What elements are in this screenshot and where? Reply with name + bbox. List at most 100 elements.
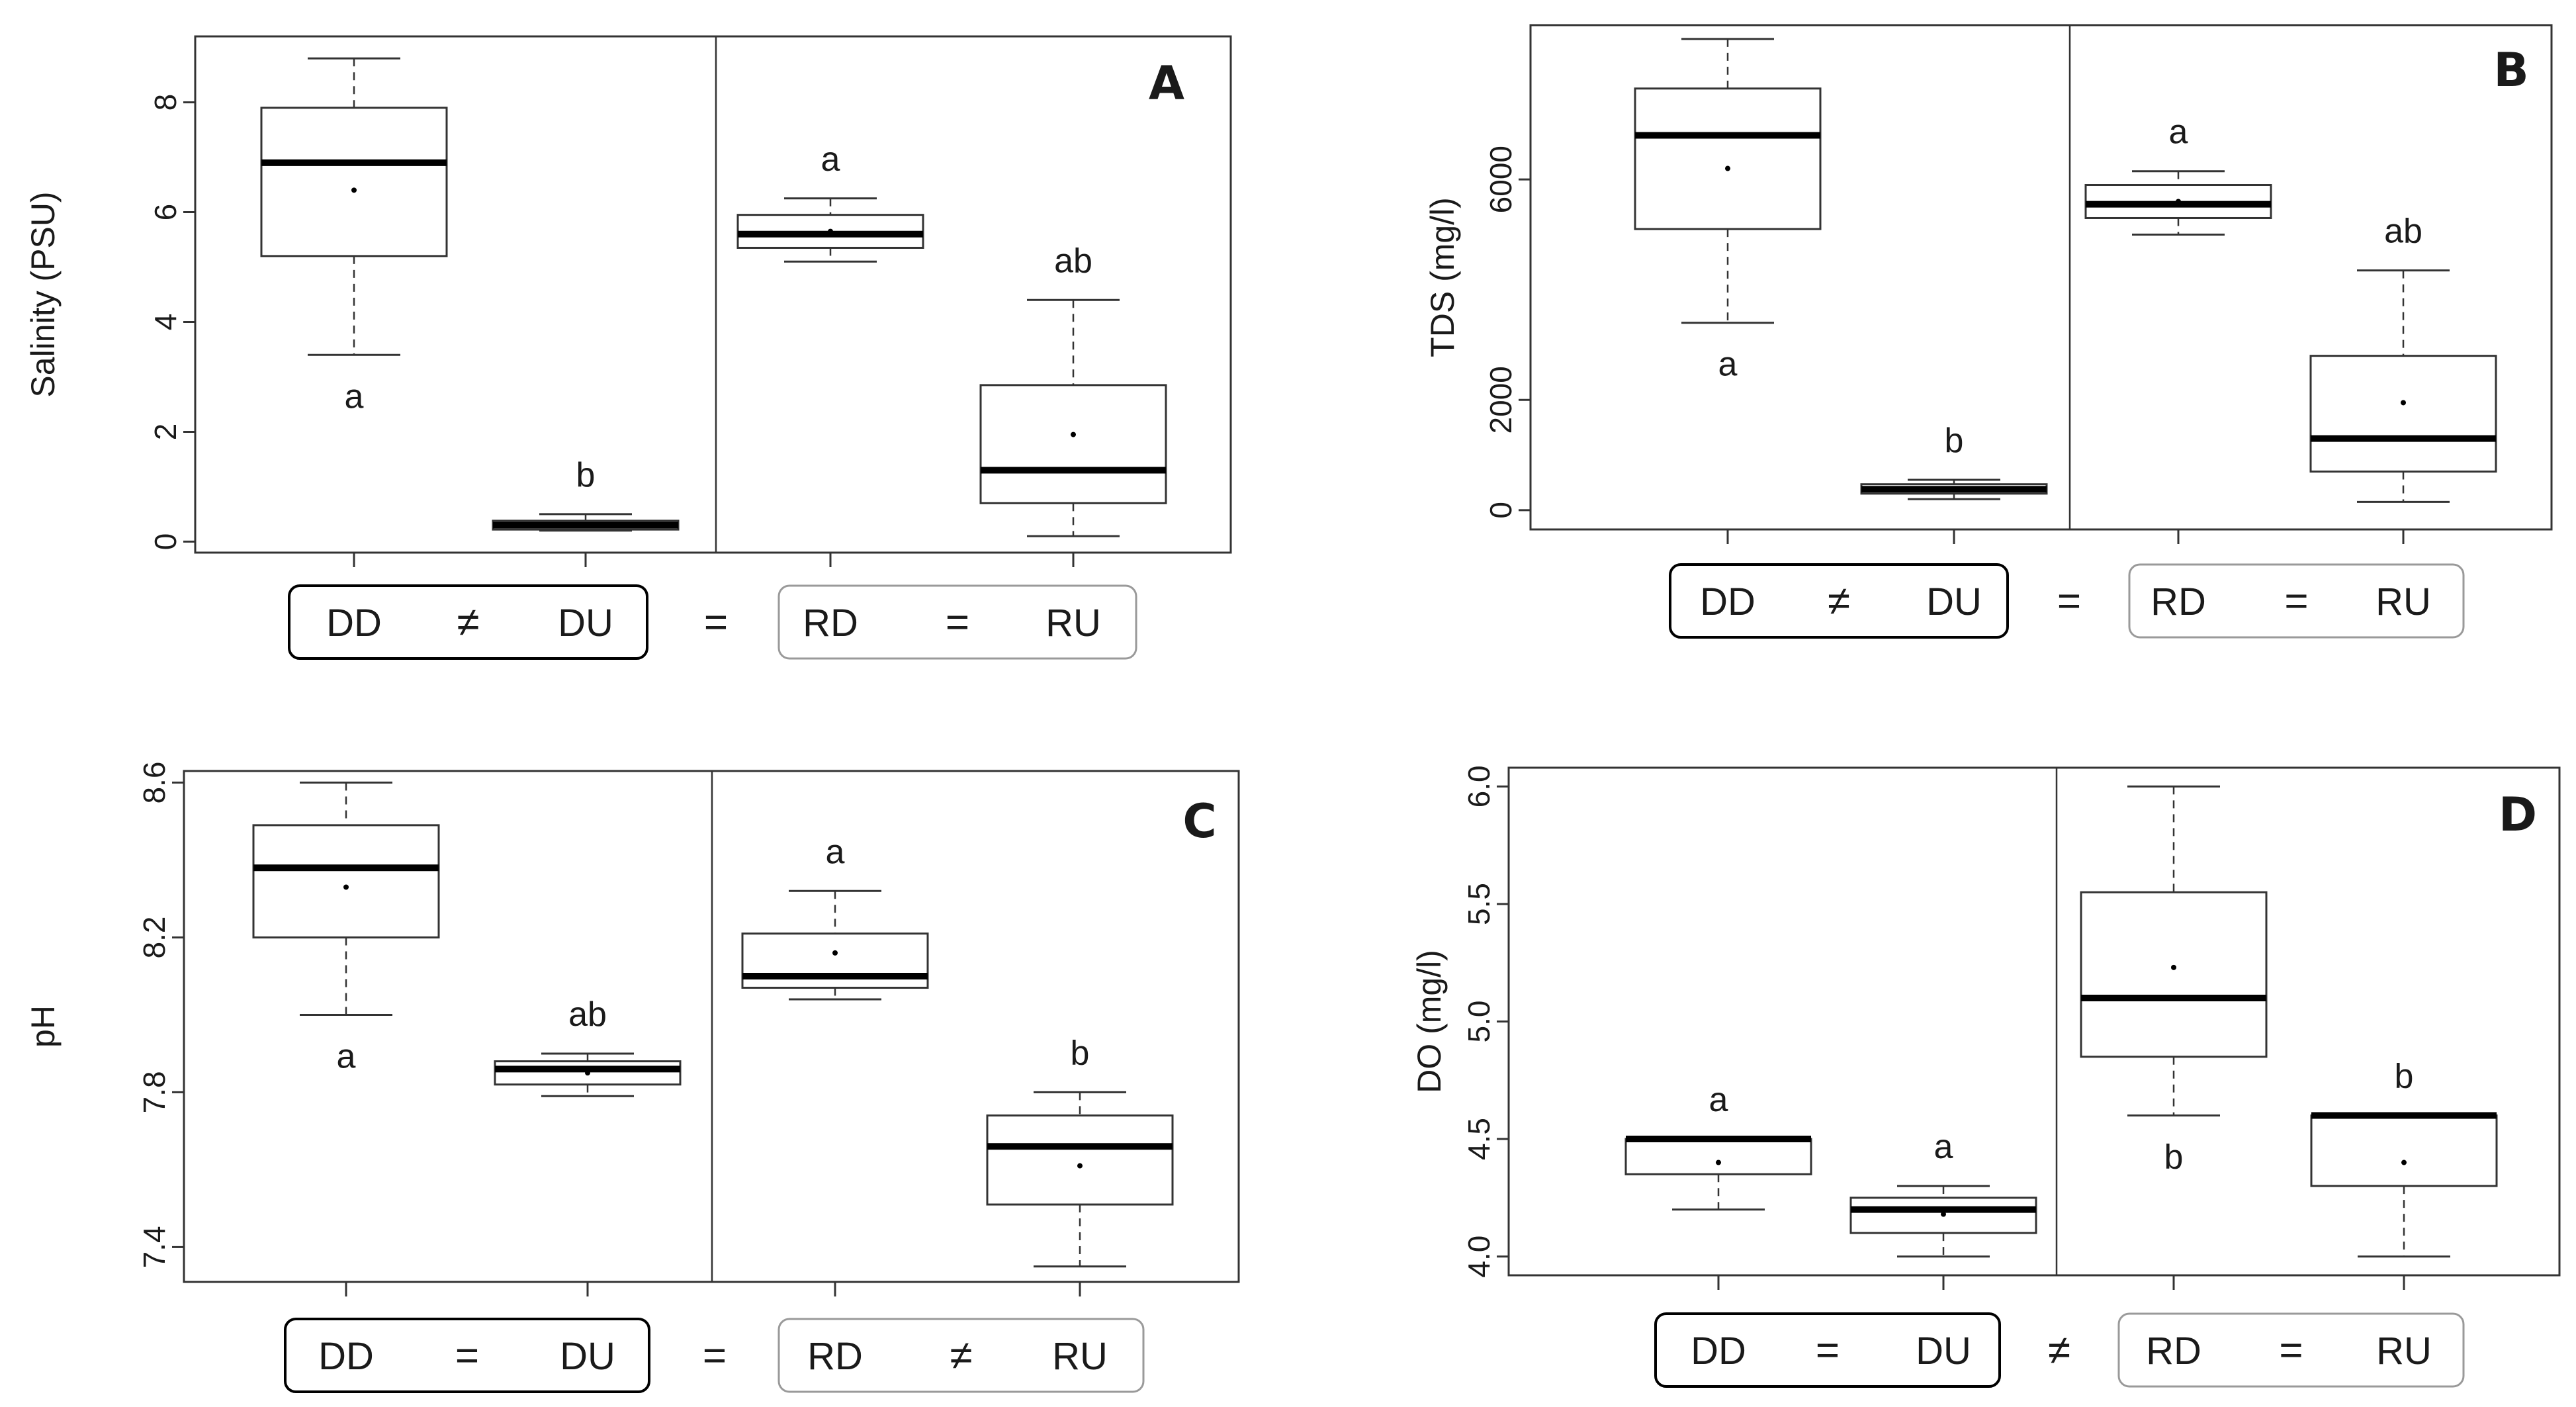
significance-letter: b [1945, 422, 1964, 460]
comparison-operator: = [2284, 578, 2308, 624]
comparison-row: DD = DU = RD ≠ RU [284, 1318, 1145, 1393]
comparison-operator: ≠ [2048, 1328, 2070, 1373]
significance-letter: b [1071, 1034, 1090, 1072]
panel-letter: A [1149, 56, 1184, 111]
comparison-group-label: DU [560, 1335, 615, 1378]
mean-dot [583, 522, 588, 528]
significance-letter: a [2169, 113, 2188, 152]
y-tick-label: 8 [148, 94, 183, 111]
box-rd: a [736, 140, 924, 567]
mean-dot [2401, 1159, 2407, 1165]
mean-dot [1077, 1163, 1083, 1169]
comparison-operator: ≠ [950, 1333, 972, 1379]
iqr-box [1624, 1138, 1812, 1175]
box-dd: a [252, 782, 440, 1296]
y-tick-label: 2 [148, 424, 183, 441]
iqr-box [2309, 355, 2497, 473]
comparison-group-label: DU [1926, 580, 1982, 623]
significance-letter: a [826, 833, 845, 871]
y-axis-label: pH [24, 1005, 62, 1048]
significance-letter: a [345, 377, 364, 416]
box-rd: b [2080, 785, 2268, 1290]
y-tick-label: 5.0 [1462, 1001, 1496, 1043]
mean-dot [828, 228, 833, 234]
significance-letter: a [821, 140, 840, 179]
panel-d: 4.0 4.5 5.0 5.5 6.0 DO (mg/l) Da a b b DD = DU ≠ RD = RU [1411, 765, 2561, 1388]
comparison-group-label: RD [2151, 580, 2206, 623]
y-tick-label: 8.6 [137, 762, 171, 804]
comparison-group-label: RU [2376, 580, 2431, 623]
iqr-box [979, 384, 1167, 504]
comparison-operator: = [2057, 578, 2081, 624]
box-rd: a [741, 833, 929, 1296]
y-axis: 4.0 4.5 5.0 5.5 6.0 [1462, 765, 1509, 1278]
comparison-group-label: DD [326, 602, 382, 645]
y-tick-label: 5.5 [1462, 883, 1496, 925]
iqr-box [252, 824, 440, 938]
significance-letter: ab [2384, 212, 2422, 251]
comparison-group-label: DU [558, 602, 613, 645]
comparison-group-label: DD [1700, 580, 1755, 623]
comparison-group-label: RD [807, 1335, 863, 1378]
mean-dot [343, 884, 349, 890]
iqr-box [2080, 891, 2268, 1058]
significance-letter: a [1709, 1081, 1728, 1119]
comparison-operator: = [2279, 1328, 2303, 1373]
significance-letter: b [576, 456, 596, 494]
rd-ru-bracket [2128, 563, 2465, 639]
plot-frame [1529, 24, 2553, 531]
mean-dot [585, 1070, 590, 1076]
box-du: b [1860, 422, 2048, 544]
y-tick-label: 4 [148, 314, 183, 331]
comparison-row: DD ≠ DU = RD = RU [288, 584, 1137, 660]
mean-dot [832, 950, 838, 956]
significance-letter: ab [568, 995, 607, 1034]
panel-letter: D [2499, 788, 2537, 842]
box-du: ab [494, 995, 682, 1296]
mean-dot [1716, 1159, 1721, 1165]
iqr-box [260, 107, 448, 257]
y-tick-label: 6.0 [1462, 765, 1496, 807]
comparison-group-label: DU [1916, 1330, 1971, 1373]
y-tick-label: 7.4 [137, 1226, 171, 1268]
y-axis-label: Salinity (PSU) [24, 191, 62, 397]
comparison-group-label: RU [1052, 1335, 1108, 1378]
y-tick-label: 7.8 [137, 1071, 171, 1113]
mean-dot [1951, 486, 1957, 492]
comparison-group-label: RU [2376, 1330, 2432, 1373]
mean-dot [2171, 964, 2176, 970]
y-axis-label: TDS (mg/l) [1424, 197, 1461, 357]
box-ru: ab [979, 242, 1167, 567]
panel-letter: C [1182, 794, 1216, 848]
significance-letter: a [337, 1037, 356, 1075]
y-axis: 0 2 4 6 8 [148, 94, 195, 550]
mean-dot [1725, 165, 1730, 171]
box-dd: a [1634, 38, 1822, 544]
dd-du-bracket [288, 584, 648, 660]
box-du: b [492, 456, 680, 567]
y-axis: 0 2000 6000 [1484, 146, 1531, 519]
comparison-operator: = [704, 600, 728, 645]
y-tick-label: 6 [148, 204, 183, 221]
y-tick-label: 0 [148, 533, 183, 551]
plot-frame [194, 35, 1232, 554]
comparison-row: DD ≠ DU = RD = RU [1669, 563, 2465, 639]
dd-du-bracket [1654, 1312, 2001, 1388]
mean-dot [2176, 199, 2181, 204]
comparison-operator: = [1816, 1328, 1840, 1373]
box-dd: a [1624, 1081, 1812, 1290]
y-tick-label: 4.5 [1462, 1118, 1496, 1160]
significance-letter: ab [1054, 242, 1092, 280]
significance-letter: a [1718, 345, 1738, 384]
panel-letter: B [2493, 43, 2528, 97]
rd-ru-bracket [2117, 1312, 2465, 1388]
rd-ru-bracket [777, 1318, 1145, 1393]
rd-ru-bracket [777, 584, 1137, 660]
mean-dot [351, 187, 357, 193]
iqr-box [1634, 87, 1822, 230]
box-ru: ab [2309, 212, 2497, 544]
comparison-group-label: RD [803, 602, 858, 645]
